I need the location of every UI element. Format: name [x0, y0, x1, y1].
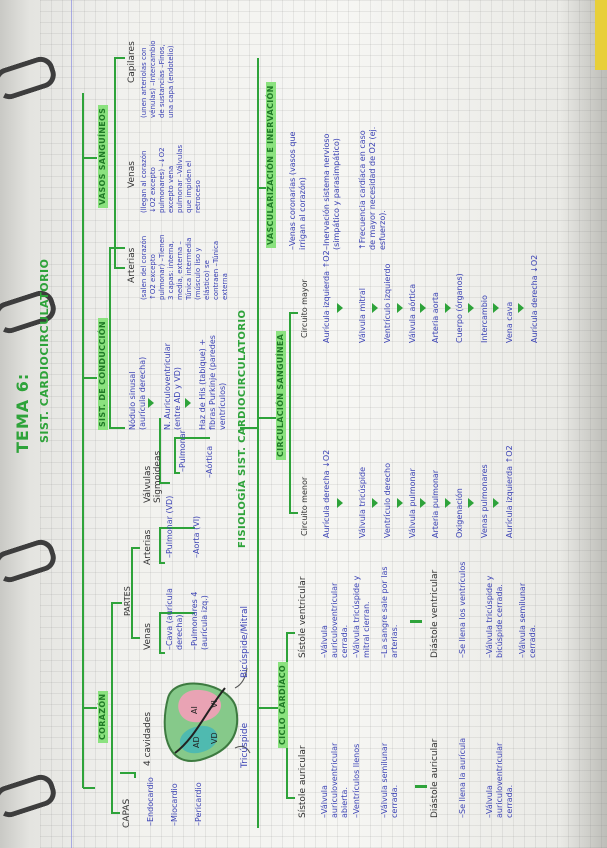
heart-drawing	[163, 667, 251, 763]
arterias-label: Arterias	[143, 529, 153, 565]
circuito-menor-item: Venas pulmonares	[480, 464, 489, 538]
diastole-ventricular-label: Diástole ventricular	[430, 569, 440, 658]
conduccion-item: Haz de His (tabique) + fibras Purkinje (…	[198, 335, 227, 430]
circuito-menor-item: Aurícula izquierda ↑O2	[505, 445, 514, 538]
ciclo-item: –Se llena la aurícula	[458, 737, 467, 818]
ciclo-label: CICLO CARDÍACO	[278, 661, 288, 748]
ciclo-item: –Válvula semilunar cerrada.	[380, 742, 399, 818]
diastole-auricular-label: Diástole auricular	[430, 738, 440, 818]
ciclo-item: –La sangre sale por las arterias.	[380, 566, 399, 658]
valvulas-label: Válvulas Sigmoideas	[143, 450, 163, 503]
ciclo-item: –Ventrículos llenos	[352, 743, 361, 818]
circuito-mayor-item: Válvula mitral	[358, 287, 367, 343]
ciclo-item: –Válvula tricúspide y mitral cierran.	[352, 575, 371, 658]
vasos-venas-label: Venas	[127, 161, 137, 188]
capa-item: –Miocardio	[170, 783, 179, 826]
circuito-menor-item: Ventrículo derecho	[383, 462, 392, 538]
circuito-mayor-item: Intercambio	[480, 295, 489, 343]
margin-line	[71, 0, 72, 848]
circuito-menor-item: Válvula tricúspide	[358, 466, 367, 538]
ciclo-item: –Se llena los ventrículos	[458, 561, 467, 658]
graph-paper	[40, 0, 607, 848]
circuito-mayor-item: Válvula aórtica	[408, 283, 417, 343]
vascularizacion-item: ↑Frecuencia cardíaca en caso de mayor ne…	[358, 126, 387, 250]
circuito-menor-item: Aurícula derecha ↓O2	[322, 449, 331, 538]
vascularizacion-label: VASCULARIZACIÓN E INERVACIÓN	[266, 82, 276, 248]
ciclo-item: –Válvula semilunar cerrada.	[518, 582, 537, 658]
partes-arterias-item: –Pulmonar (VD)	[165, 495, 174, 558]
heart-label: AI	[190, 706, 199, 714]
circuito-menor-label: Circuito menor	[300, 476, 309, 536]
sistole-ventricular-label: Sístole ventricular	[298, 576, 308, 658]
conduccion-label: SIST. DE CONDUCCIÓN	[98, 318, 108, 430]
circuito-mayor-item: Arteria aorta	[431, 292, 440, 343]
vasos-arterias-text: (salen del corazón ↑O2 excepto pulmonar)…	[140, 234, 229, 300]
circuito-mayor-item: Cuerpo (órganos)	[455, 273, 464, 343]
ciclo-item: –Válvula auriculoventricular cerrada.	[485, 742, 514, 818]
ciclo-item: –Válvula tricúspide y bicúspide cerrada.	[485, 575, 504, 658]
circuito-menor-item: Válvula pulmonar	[408, 468, 417, 538]
partes-arterias-item: –Aorta (VI)	[192, 515, 201, 558]
heart-label: AD	[192, 736, 201, 748]
page-subtitle: SIST. CARDIOCIRCULATORIO	[38, 258, 51, 444]
vasos-venas-text: (llegan al corazón ↓O2 excepto pulmonare…	[140, 144, 202, 213]
conduccion-item: Nódulo sinusal (aurícula derecha)	[128, 356, 147, 430]
capa-item: –Endocardio	[146, 777, 155, 826]
vasos-arterias-label: Arterias	[127, 247, 137, 283]
sistole-auricular-label: Sístole auricular	[298, 745, 308, 818]
ciclo-item: –Válvula auriculoventricular abierta.	[320, 742, 349, 818]
circuito-mayor-label: Circuito mayor	[300, 279, 309, 338]
partes-venas-item: –Pulmonares 4 (aurícula izq.)	[190, 591, 209, 650]
corazon-label: CORAZÓN	[98, 690, 108, 743]
heart-label: VD	[210, 732, 219, 744]
circuito-mayor-item: Aurícula derecha ↓O2	[530, 254, 539, 343]
ciclo-item: –Válvula auriculoventricular cerrada.	[320, 582, 349, 658]
vasos-label: VASOS SANGUÍNEOS	[98, 104, 108, 208]
circuito-menor-item: Oxigenación	[455, 488, 464, 538]
vascularizacion-item: –Venas coronarias (vasos que irrigan al …	[288, 131, 307, 250]
circuito-mayor-item: Ventrículo izquierdo	[383, 263, 392, 343]
bicuspide-label: Bicúspide/Mitral	[240, 605, 250, 678]
vascularizacion-item: –Inervación sistema nervioso (simpático …	[322, 133, 341, 250]
valvula-item: –Pulmonar	[178, 430, 187, 472]
valvula-item: –Aórtica	[205, 445, 214, 478]
capas-label: CAPAS	[122, 798, 132, 828]
circuito-mayor-item: Vena cava	[505, 301, 514, 343]
fisiologia-label: FISIOLOGÍA SIST. CARDIOCIRCULATORIO	[237, 309, 248, 548]
conduccion-item: N. Auriculoventricular (entre AD y VD)	[163, 343, 182, 430]
circulacion-label: CIRCULACIÓN SANGUÍNEA	[276, 330, 286, 460]
circuito-menor-item: Arteria pulmonar	[431, 469, 440, 538]
heart-label: VI	[210, 700, 219, 708]
partes-venas-item: –Cava (aurícula derecha)	[165, 588, 184, 650]
partes-label: PARTES	[123, 586, 132, 616]
page-title: TEMA 6:	[13, 372, 32, 453]
circuito-mayor-item: Aurícula izquierda ↑O2	[322, 250, 331, 343]
tricuspide-label: Tricúspide	[240, 722, 250, 768]
capa-item: –Pericardio	[194, 782, 203, 826]
venas-label: Venas	[143, 623, 153, 650]
divider-tab	[595, 0, 607, 70]
vasos-capilares-label: Capilares	[127, 41, 137, 83]
vasos-capilares-text: (unen arteriolas con vénulas) –Intercamb…	[140, 40, 175, 118]
cavidades-label: 4 cavidades	[143, 711, 153, 766]
